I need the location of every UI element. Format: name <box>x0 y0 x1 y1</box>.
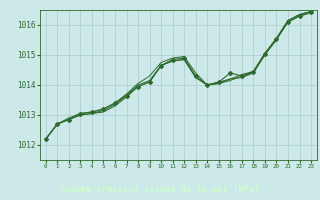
Text: Graphe pression niveau de la mer (hPa): Graphe pression niveau de la mer (hPa) <box>60 185 260 194</box>
